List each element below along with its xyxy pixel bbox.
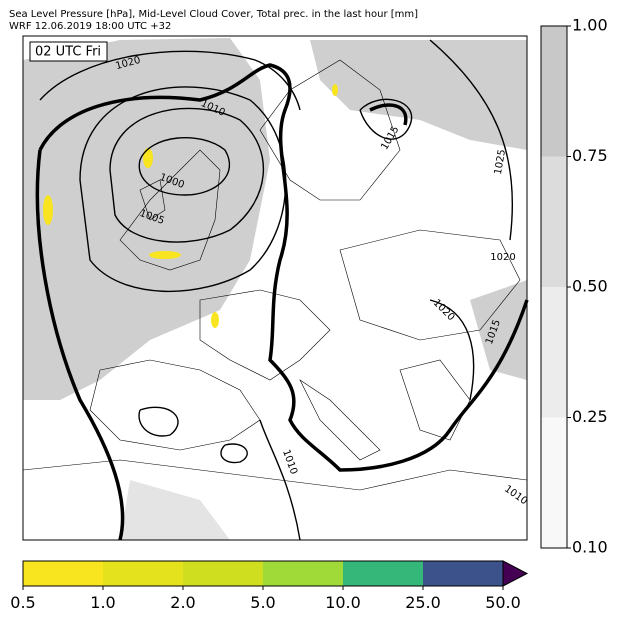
precip-patches (43, 84, 338, 328)
colorbar-tick-label: 0.75 (572, 146, 608, 165)
colorbar-segment (541, 26, 567, 157)
colorbar-segment (423, 561, 503, 586)
title-line1: Sea Level Pressure [hPa], Mid-Level Clou… (9, 9, 418, 20)
colorbar-tick-label: 0.25 (572, 407, 608, 426)
colorbar-tick-label: 50.0 (485, 593, 521, 612)
colorbar-segment (541, 417, 567, 548)
colorbar-segment (541, 156, 567, 287)
time-label: 02 UTC Fri (35, 45, 101, 60)
colorbar-extension (502, 560, 529, 587)
colorbar-segment (343, 561, 423, 586)
isobar-label: 1025 (493, 149, 508, 176)
thick-isobars (35, 63, 529, 541)
colorbar-segment (263, 561, 343, 586)
colorbar-tick-label: 1.0 (90, 593, 115, 612)
title-line2: WRF 12.06.2019 18:00 UTC +32 (9, 21, 171, 32)
colorbar-segment (183, 561, 263, 586)
cloud-fields (23, 38, 527, 540)
colorbar-tick-label: 25.0 (405, 593, 441, 612)
precip-colorbar: 0.5 1.0 2.0 5.0 10.0 25.0 50.0 (10, 560, 529, 612)
colorbar-tick-label: 5.0 (250, 593, 275, 612)
cloud-colorbar: 1.00 0.75 0.50 0.25 0.10 (540, 16, 608, 557)
colorbar-tick-label: 2.0 (170, 593, 195, 612)
map-frame (22, 35, 528, 541)
colorbar-tick-label: 0.5 (10, 593, 35, 612)
colorbar-tick-label: 10.0 (325, 593, 361, 612)
colorbar-segment (23, 561, 103, 586)
colorbar-tick-label: 0.10 (572, 538, 608, 557)
colorbar-tick-label: 0.50 (572, 277, 608, 296)
colorbar-tick-label: 1.00 (572, 16, 608, 35)
isobar-label: 1020 (490, 252, 515, 263)
colorbar-segment (541, 287, 567, 418)
map: 02 UTC Fri 1020 1010 1000 1005 1015 1025… (22, 35, 529, 541)
time-label-box (29, 41, 108, 62)
colorbar-segment (103, 561, 183, 586)
